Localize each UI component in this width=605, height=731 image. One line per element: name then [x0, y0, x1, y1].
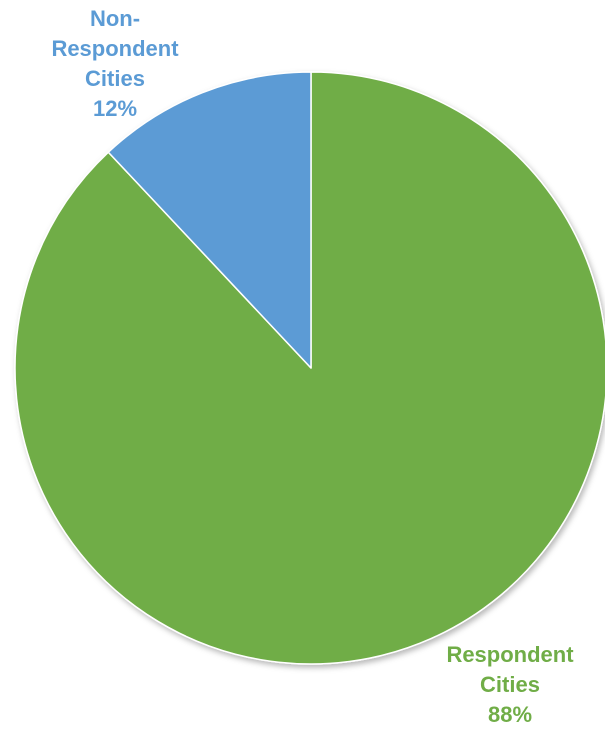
- slice-label-non-respondent-cities: Non- Respondent Cities 12%: [25, 4, 205, 124]
- slice-label-line: Non-: [89, 6, 141, 31]
- slice-label-line: Respondent: [51, 36, 179, 61]
- slice-label-line: Cities: [85, 66, 145, 91]
- slice-value-label: 12%: [92, 96, 138, 121]
- slice-label-respondent-cities: Respondent Cities 88%: [420, 640, 600, 730]
- slice-label-line: Cities: [480, 672, 540, 697]
- slice-value-label: 88%: [487, 702, 533, 727]
- slice-label-line: Respondent: [446, 642, 574, 667]
- pie-slice-non-respondent-cities: [107, 71, 312, 369]
